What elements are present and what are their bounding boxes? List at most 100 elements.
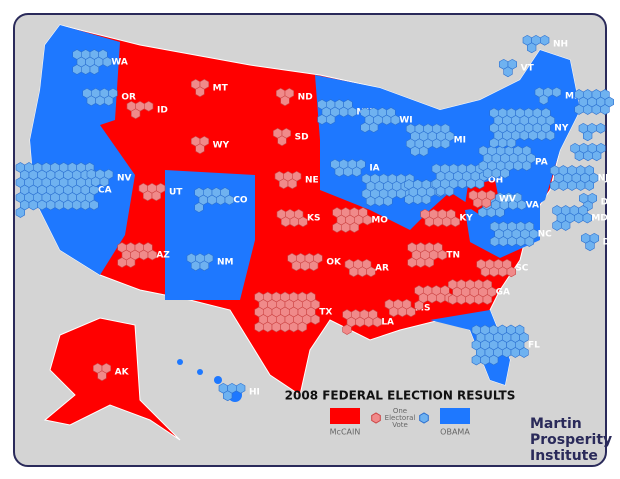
state-label: DE <box>601 198 615 208</box>
hex <box>280 95 290 107</box>
hex <box>515 236 526 247</box>
hex <box>551 86 562 98</box>
hex <box>482 294 493 305</box>
electoral-hexes <box>549 165 599 191</box>
hex <box>435 292 446 304</box>
hex <box>424 216 435 228</box>
hex <box>507 236 517 247</box>
hex <box>412 194 423 205</box>
hex <box>506 266 517 278</box>
hex <box>195 143 205 155</box>
hex <box>89 199 99 211</box>
state-label: NJ <box>598 174 609 184</box>
hex <box>501 347 512 358</box>
state-label: OK <box>326 258 342 268</box>
hex <box>363 316 374 328</box>
state-label: WA <box>111 58 128 68</box>
hex <box>552 220 562 231</box>
electoral-hexes <box>405 123 455 157</box>
hex <box>584 180 595 191</box>
electoral-hexes <box>191 78 209 98</box>
hex <box>582 104 593 115</box>
electoral-hexes <box>274 170 302 190</box>
alaska <box>43 317 181 441</box>
hex <box>421 194 432 205</box>
hex <box>407 257 417 268</box>
state-label: KS <box>307 214 320 224</box>
institute-line: Institute <box>530 448 598 464</box>
electoral-hexes <box>489 107 555 149</box>
hex <box>216 194 226 206</box>
state-label: NC <box>538 230 553 240</box>
state-label: PA <box>535 158 548 168</box>
hex <box>456 294 467 305</box>
hex <box>91 176 101 188</box>
state-label: AK <box>115 368 130 378</box>
electoral-hexes <box>489 221 539 247</box>
hex <box>441 216 452 228</box>
hex <box>397 306 408 318</box>
electoral-hexes <box>522 34 550 54</box>
electoral-hexes <box>404 179 445 205</box>
state-label: MI <box>454 136 466 146</box>
hex <box>582 212 593 224</box>
electoral-hexes <box>93 362 111 382</box>
electoral-hexes <box>570 142 606 162</box>
hex <box>262 321 273 333</box>
hex <box>45 199 56 211</box>
legend-note: Electoral <box>385 414 416 422</box>
hex <box>298 216 308 228</box>
electoral-hexes <box>420 208 461 228</box>
hex <box>15 207 26 218</box>
institute-line: Martin <box>530 416 582 432</box>
hex <box>591 150 602 162</box>
hex <box>388 306 399 318</box>
hex <box>372 316 383 328</box>
hex <box>117 257 127 268</box>
hex <box>342 324 352 335</box>
electoral-hexes <box>574 89 615 115</box>
hex <box>431 138 442 150</box>
hex <box>447 294 458 305</box>
state-label: ND <box>298 93 313 103</box>
hex <box>486 207 497 218</box>
hex <box>575 180 586 191</box>
state-label: WV <box>499 195 516 205</box>
legend-note: One <box>393 407 407 415</box>
electoral-hexes <box>332 207 373 233</box>
hex <box>567 180 577 191</box>
hex <box>477 207 488 218</box>
electoral-hexes <box>275 87 295 107</box>
state-label: ID <box>157 106 168 116</box>
hex <box>519 130 530 141</box>
hex <box>481 197 492 209</box>
hex <box>102 56 112 68</box>
electoral-hexes <box>471 324 529 366</box>
hex <box>72 199 82 211</box>
institute: Martin Prosperity Institute <box>530 416 612 464</box>
state-label: WY <box>213 141 230 151</box>
hex <box>280 216 291 228</box>
electoral-hexes <box>414 285 455 311</box>
hex <box>383 195 393 207</box>
state-label: TN <box>446 251 460 261</box>
hex <box>424 257 435 268</box>
hex <box>195 86 205 98</box>
hex <box>506 137 517 149</box>
hex <box>503 66 513 78</box>
hex <box>406 306 416 318</box>
state-label: VT <box>521 64 535 74</box>
hex <box>495 207 505 218</box>
hex <box>374 195 385 207</box>
hex <box>271 321 282 333</box>
state-label: HI <box>249 388 260 398</box>
hex <box>280 321 290 333</box>
state-label: NM <box>217 258 234 268</box>
hex <box>365 195 376 207</box>
hex <box>224 194 234 206</box>
hex <box>435 185 446 197</box>
hex <box>80 199 90 211</box>
electoral-hexes <box>580 232 600 252</box>
hex <box>538 94 549 106</box>
